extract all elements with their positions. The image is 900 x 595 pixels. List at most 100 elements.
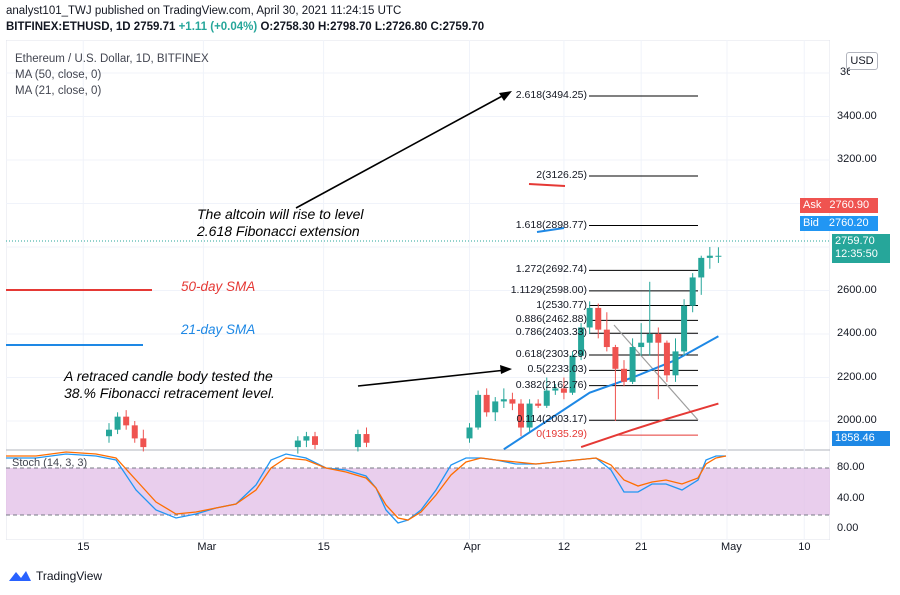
candle-body: [552, 388, 559, 391]
candle-body: [140, 438, 147, 448]
stoch-legend[interactable]: Stoch (14, 3, 3): [12, 457, 88, 469]
candle: [294, 436, 301, 454]
candle-body: [526, 403, 533, 428]
candle: [638, 323, 645, 356]
price-axis-label: 2000.00: [837, 414, 877, 426]
candle: [526, 399, 533, 432]
sma21-stub-line: [536, 227, 565, 233]
ma50-line: [580, 402, 719, 449]
candle: [500, 388, 507, 408]
last-price: 2759.71: [133, 21, 176, 33]
candle-body: [715, 255, 722, 257]
price-axis-label: 2600.00: [837, 283, 877, 296]
ma21-line: [503, 335, 719, 451]
candle-body: [681, 305, 688, 352]
price-axis-label: 3600.00: [840, 66, 850, 78]
candle-body: [586, 307, 593, 328]
fib-level-label: 1(2530.77): [536, 298, 587, 311]
candle-body: [603, 329, 610, 348]
candle: [655, 327, 662, 400]
candle: [535, 399, 542, 408]
sma50-label: 50-day SMA: [181, 279, 256, 294]
price-axis-label: 3200.00: [837, 153, 877, 165]
symbol-name: BITFINEX:ETHUSD, 1D: [6, 21, 131, 33]
fib-level-label: 0.786(2403.33): [515, 326, 587, 339]
candle: [114, 412, 121, 435]
candle-body: [466, 427, 473, 439]
candle: [543, 377, 550, 408]
candle: [354, 429, 361, 452]
candle: [569, 351, 576, 395]
last-price-tag: 2759.70 12:35:50: [832, 234, 890, 263]
footer-brand[interactable]: TradingView: [8, 569, 102, 583]
candle: [706, 247, 713, 269]
candle: [492, 397, 499, 421]
time-axis-label: 10: [798, 541, 811, 553]
candle-body: [629, 347, 636, 382]
price-axis-label: 2400.00: [837, 327, 877, 339]
candle: [140, 429, 147, 452]
candle-body: [655, 334, 662, 343]
bid-tag: Bid 2760.20: [800, 216, 878, 231]
time-axis-label: Mar: [197, 541, 217, 553]
candle: [363, 427, 370, 448]
fib-level-label: 2(3126.25): [536, 169, 587, 182]
candle-body: [595, 307, 602, 330]
fib-level-label: 1.618(2898.77): [515, 218, 587, 231]
stoch-d-line: [6, 451, 727, 521]
publish-info: analyst101_TWJ published on TradingView.…: [6, 5, 402, 17]
sma21-label: 21-day SMA: [181, 322, 256, 337]
candle-body: [543, 390, 550, 406]
candle: [303, 431, 310, 448]
time-axis-label: May: [721, 541, 742, 553]
fib-level-label: 0.382(2162.76): [515, 378, 587, 391]
candle-body: [354, 434, 361, 448]
fib-level-label: 0(1935.29): [536, 428, 587, 441]
candle-body: [638, 342, 645, 348]
candle-body: [646, 334, 653, 343]
ma50-legend[interactable]: MA (50, close, 0): [15, 69, 102, 81]
ask-tag: Ask 2760.90: [800, 198, 878, 213]
candle: [312, 431, 318, 450]
sma50-stub-line: [528, 183, 566, 187]
candle-body: [689, 277, 696, 306]
candle: [578, 323, 585, 361]
candle-body: [663, 342, 670, 376]
candle: [681, 299, 688, 356]
retrace-annotation: A retraced candle body tested the 38.% F…: [64, 368, 275, 401]
candle-body: [123, 416, 130, 426]
candle-body: [492, 401, 499, 413]
candle-body: [294, 440, 301, 448]
ma21-legend[interactable]: MA (21, close, 0): [15, 85, 102, 97]
time-axis-label: 21: [635, 541, 648, 553]
candle-body: [509, 399, 516, 404]
fib-level-label: 0.114(2003.17): [516, 413, 587, 426]
candle: [646, 281, 653, 356]
candles: [106, 247, 722, 454]
candle: [475, 390, 482, 430]
candle: [586, 301, 593, 334]
chart-canvas[interactable]: [6, 40, 830, 540]
stoch-axis-80: 80.00: [837, 461, 865, 473]
candle: [483, 388, 490, 417]
price-axis-label: 2200.00: [837, 370, 877, 383]
chart-title: Ethereum / U.S. Dollar, 1D, BITFINEX: [15, 53, 209, 65]
fib-level-label: 2.618(3494.25): [515, 89, 587, 101]
candle: [466, 423, 473, 443]
tradingview-logo-icon: [9, 571, 31, 581]
candle-body: [621, 368, 627, 382]
ma-lines: [503, 335, 719, 451]
candle-body: [500, 399, 507, 402]
candle: [552, 384, 559, 395]
fib-level-label: 0.886(2462.88): [515, 313, 587, 326]
time-axis-label: Apr: [463, 541, 481, 553]
candle: [621, 360, 627, 387]
fib-level-label: 0.5(2233.03): [527, 363, 587, 376]
stoch-axis-40: 40.00: [837, 492, 865, 504]
candle: [612, 344, 619, 421]
currency-button[interactable]: USD: [846, 52, 878, 70]
sma-legend-lines: [6, 183, 566, 346]
fib-trend-line: [613, 324, 699, 421]
candle-body: [303, 436, 310, 441]
rise-annotation: The altcoin will rise to level 2.618 Fib…: [197, 206, 364, 239]
